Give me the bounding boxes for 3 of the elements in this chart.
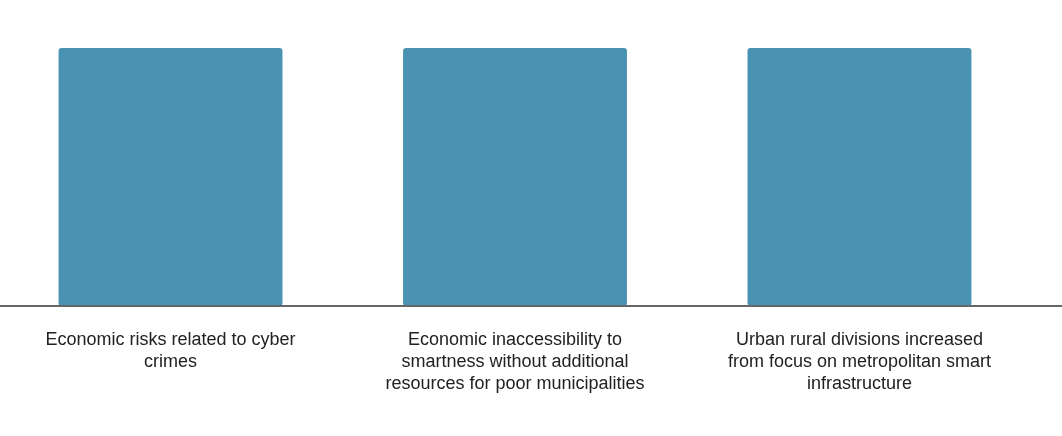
x-tick-label: Economic inaccessibility to smartness without additional resources for poor municipalities [385,329,645,393]
x-tick-label: Economic risks related to cyber crimes [45,329,296,371]
x-tick-label: Urban rural divisions increased from focus on metropolitan smart infrastructure [727,329,992,393]
